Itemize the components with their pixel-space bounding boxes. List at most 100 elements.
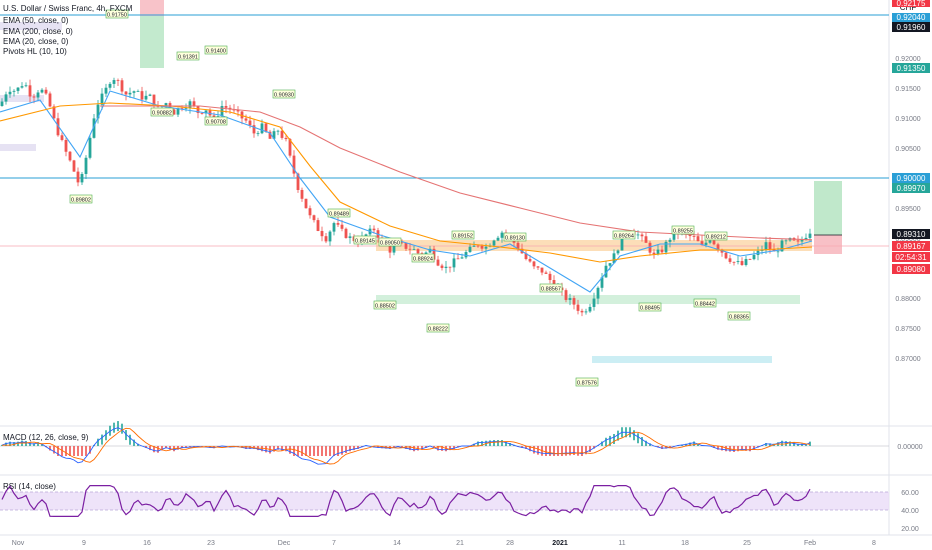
macd-bar: [765, 443, 767, 446]
candle-body: [392, 245, 396, 253]
candle-body: [84, 157, 88, 174]
x-tick-label: 9: [82, 540, 86, 547]
symbol-title: U.S. Dollar / Swiss Franc, 4h, FXCM: [3, 4, 133, 13]
pivot-label: 0.89255: [671, 225, 695, 235]
candle-body: [272, 131, 276, 139]
macd-bar: [153, 446, 155, 453]
candle-body: [184, 108, 188, 109]
macd-bar: [265, 446, 267, 453]
candle-body: [280, 130, 284, 138]
macd-bar: [157, 446, 159, 453]
candle-body: [172, 109, 176, 115]
macd-bar: [5, 442, 7, 446]
x-tick-label: Feb: [804, 540, 816, 547]
x-tick-label: Nov: [12, 540, 25, 547]
candle-body: [348, 236, 352, 238]
candle-body: [4, 94, 8, 102]
currency-label: CHF: [900, 3, 917, 12]
macd-bar: [73, 446, 75, 456]
candle-body: [320, 230, 324, 237]
candle-body: [132, 91, 136, 93]
candle-body: [0, 101, 4, 106]
candle-body: [748, 259, 752, 260]
candle-body: [176, 108, 180, 115]
candle-body: [448, 266, 452, 268]
y-tick-label: 0.88000: [895, 296, 920, 303]
candle-body: [404, 242, 408, 249]
macd-bar: [401, 446, 403, 448]
rsi-tick-label: 20.00: [901, 526, 919, 533]
candle-body: [96, 104, 100, 119]
macd-bar: [505, 441, 507, 446]
macd-bar: [441, 446, 443, 451]
supply-zone: [0, 95, 44, 102]
macd-bar: [533, 446, 535, 454]
candle-body: [804, 237, 808, 240]
pivot-label-text: 0.88495: [640, 306, 660, 312]
price-tag-last: [892, 241, 930, 251]
candle-body: [536, 266, 540, 268]
macd-bar: [377, 446, 379, 448]
pivots-legend[interactable]: Pivots HL (10, 10): [3, 47, 67, 56]
candle-body: [548, 273, 552, 281]
moving-averages: [0, 90, 813, 293]
macd-bar: [185, 446, 187, 448]
pivot-label-text: 0.88567: [541, 287, 561, 293]
macd-bar: [637, 433, 639, 444]
candle-body: [104, 87, 108, 94]
candle-body: [204, 110, 208, 114]
price-tag-level-text: 0.90000: [897, 174, 926, 183]
candle-body: [584, 311, 588, 313]
pivot-label-text: 0.89145: [355, 239, 375, 245]
rsi-band: [0, 492, 889, 510]
ema-200-legend[interactable]: EMA (200, close, 0): [3, 27, 73, 36]
candle-body: [728, 258, 732, 262]
macd-bar: [473, 443, 475, 446]
pivot-label-text: 0.88365: [729, 315, 749, 321]
macd-bar: [801, 443, 803, 446]
macd-bar: [489, 440, 491, 446]
macd-bar: [609, 435, 611, 446]
candle-body: [460, 257, 464, 259]
candle-body: [452, 258, 456, 268]
ema-50-legend[interactable]: EMA (50, close, 0): [3, 16, 69, 25]
candle-body: [660, 249, 664, 253]
ema-20-legend[interactable]: EMA (20, close, 0): [3, 37, 69, 46]
candle-body: [480, 245, 484, 249]
candle-body: [80, 173, 84, 183]
rsi-legend[interactable]: RSI (14, close): [3, 482, 56, 491]
candle-body: [192, 101, 196, 106]
candle-body: [128, 92, 132, 95]
macd-bar: [65, 446, 67, 456]
pivot-label: 0.89802: [69, 194, 93, 204]
macd-bar: [301, 446, 303, 456]
pivot-label-text: 0.91400: [206, 49, 226, 55]
macd-bar: [769, 443, 771, 446]
macd-bar: [745, 446, 747, 451]
macd-legend[interactable]: MACD (12, 26, close, 9): [3, 433, 89, 442]
price-tag-green-text: 0.91350: [897, 64, 926, 73]
macd-bar: [409, 446, 411, 451]
candle-body: [712, 240, 716, 245]
x-tick-label: 14: [393, 540, 401, 547]
candle-body: [180, 108, 184, 109]
candle-body: [60, 135, 64, 140]
macd-pane: [1, 421, 811, 465]
pivot-label-text: 0.89212: [706, 235, 726, 241]
candle-body: [672, 231, 676, 240]
candle-body: [332, 223, 336, 232]
macd-bar: [349, 446, 351, 452]
countdown-tag: [892, 252, 930, 262]
support-zone: [376, 295, 800, 304]
candle-body: [752, 255, 756, 260]
long-target-zone: [814, 181, 842, 235]
candle-body: [116, 80, 120, 81]
x-tick-label: 23: [207, 540, 215, 547]
candle-body: [564, 290, 568, 300]
macd-bar: [277, 446, 279, 450]
pivot-label-text: 0.90930: [274, 93, 294, 99]
candle-body: [796, 240, 800, 242]
y-tick-label: 0.91500: [895, 86, 920, 93]
macd-bar: [741, 446, 743, 451]
